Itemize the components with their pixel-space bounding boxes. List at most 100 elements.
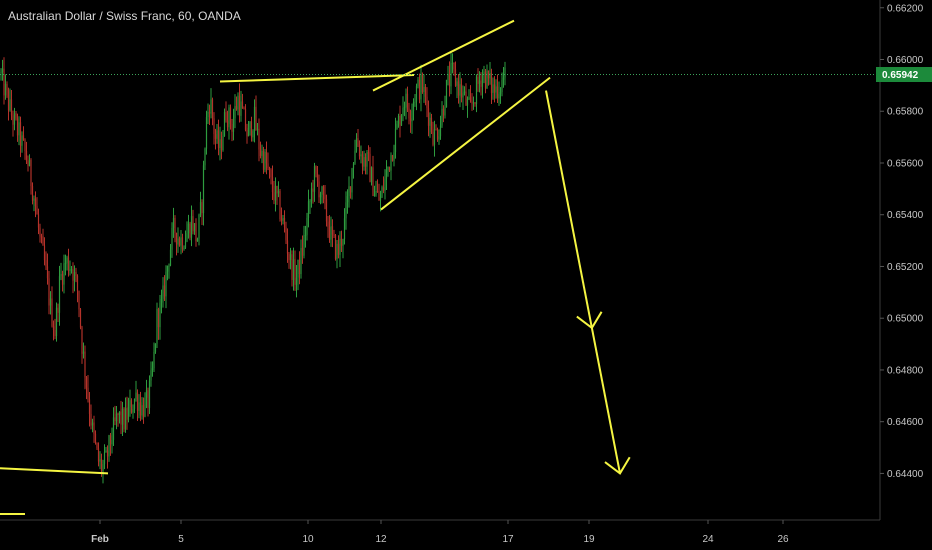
candle-body xyxy=(327,221,329,228)
candle-body xyxy=(180,237,182,246)
candle-body xyxy=(436,129,439,140)
candle-body xyxy=(501,79,503,93)
candle-body xyxy=(297,259,299,278)
candle-body xyxy=(214,134,217,139)
candle-body xyxy=(76,275,79,291)
candle-body xyxy=(121,408,124,425)
candle-body xyxy=(213,118,215,135)
candle-body xyxy=(469,97,472,102)
candle-body xyxy=(48,278,50,306)
candle-body xyxy=(90,413,92,426)
candle-body xyxy=(4,83,7,96)
candle-body xyxy=(0,72,2,74)
candle-body xyxy=(268,168,271,171)
candle-body xyxy=(274,185,277,201)
candle-body xyxy=(199,202,202,215)
candle-body xyxy=(94,433,97,443)
candle-body xyxy=(414,101,416,103)
candle-body xyxy=(504,67,506,78)
candle-body xyxy=(184,241,187,248)
candle-body xyxy=(319,194,322,198)
candle-body xyxy=(82,351,85,354)
candle-body xyxy=(273,192,275,201)
candle-body xyxy=(85,377,88,388)
candle-body xyxy=(438,136,440,140)
candle-body xyxy=(127,406,130,420)
candle-body xyxy=(244,109,247,130)
candle-body xyxy=(75,272,77,276)
x-tick-label: 19 xyxy=(583,534,595,545)
candle-body xyxy=(283,217,286,228)
x-tick-label: 17 xyxy=(502,534,514,545)
candle-body xyxy=(492,84,494,93)
candle-body xyxy=(216,130,218,139)
candle-body xyxy=(480,80,482,87)
candle-body xyxy=(316,173,319,182)
candle-body xyxy=(477,76,479,84)
candle-body xyxy=(142,405,145,417)
candle-body xyxy=(177,238,179,245)
candle-body xyxy=(237,95,239,110)
candle-body xyxy=(271,177,274,193)
candle-body xyxy=(58,276,61,313)
candle-body xyxy=(343,218,346,240)
candle-body xyxy=(247,127,250,137)
candle-body xyxy=(40,236,43,238)
wedge-upper-line xyxy=(372,19,515,92)
candle-body xyxy=(195,223,197,242)
candle-body xyxy=(181,237,184,250)
candle-body xyxy=(120,411,122,425)
candle-body xyxy=(115,413,118,422)
candle-body xyxy=(61,274,64,285)
candle-body xyxy=(30,159,32,187)
candle-body xyxy=(484,71,487,89)
candle-body xyxy=(141,405,143,416)
candle-body xyxy=(211,99,214,119)
candle-body xyxy=(292,259,295,281)
candle-body xyxy=(130,400,133,413)
candle-body xyxy=(384,178,386,191)
candle-body xyxy=(288,253,290,261)
x-tick-label: 12 xyxy=(375,534,387,545)
candle-body xyxy=(111,439,113,445)
candle-body xyxy=(421,74,424,93)
candle-body xyxy=(27,160,29,167)
candle-body xyxy=(502,77,505,80)
candle-body xyxy=(124,407,127,430)
candle-body xyxy=(168,265,170,267)
candle-body xyxy=(42,236,44,246)
price-axis: 0.66200 0.66000 0.65800 0.65600 0.65400 0.652… xyxy=(880,3,924,480)
candle-body xyxy=(324,194,326,200)
candle-body xyxy=(136,392,139,411)
candle-body xyxy=(483,71,485,75)
candle-body xyxy=(265,151,268,164)
candle-body xyxy=(400,114,403,126)
candle-body xyxy=(163,285,166,297)
candle-body xyxy=(375,191,377,195)
candle-body xyxy=(9,99,11,111)
candle-body xyxy=(16,118,19,136)
candle-body xyxy=(445,79,448,108)
candle-body xyxy=(87,387,89,400)
candle-body xyxy=(174,218,176,233)
candle-body xyxy=(393,152,395,161)
candle-body xyxy=(34,198,37,207)
x-tick-label: Feb xyxy=(91,534,109,545)
y-tick-label: 0.66200 xyxy=(887,3,924,14)
candle-body xyxy=(399,115,401,126)
candle-body xyxy=(439,125,442,137)
candle-body xyxy=(186,233,188,242)
candle-body xyxy=(79,309,82,328)
candle-body xyxy=(114,417,116,422)
candle-body xyxy=(28,159,31,167)
candle-body xyxy=(382,187,385,191)
y-tick-label: 0.64400 xyxy=(887,469,924,480)
candle-body xyxy=(495,86,497,93)
candle-body xyxy=(334,234,337,259)
candle-body xyxy=(64,263,67,265)
resistance-line xyxy=(219,74,415,83)
candle-body xyxy=(342,239,344,246)
candle-body xyxy=(478,80,481,84)
candle-body xyxy=(25,150,28,161)
